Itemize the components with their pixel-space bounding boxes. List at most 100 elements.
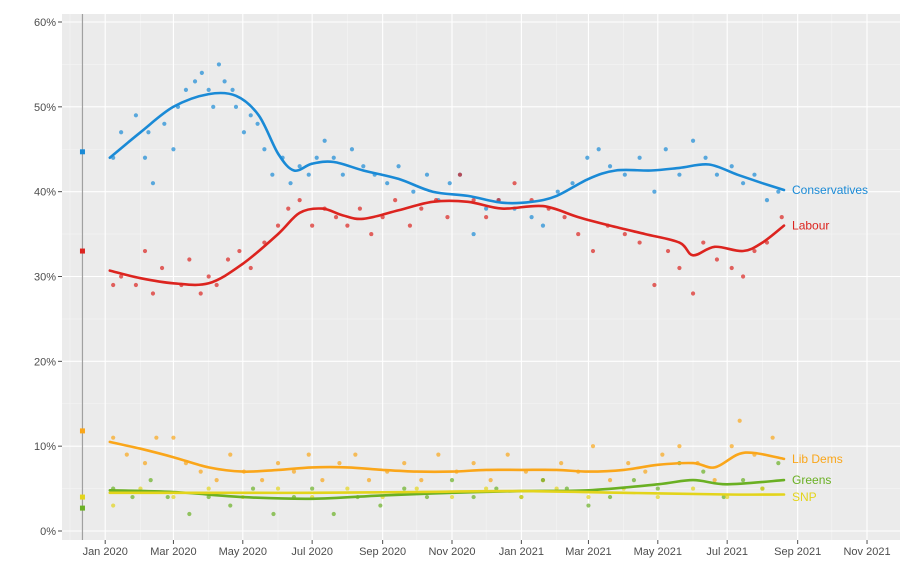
poll-point — [171, 435, 176, 440]
poll-point — [740, 478, 746, 483]
x-tick-label: May 2021 — [634, 546, 682, 558]
y-tick-label: 40% — [34, 187, 56, 199]
poll-point — [752, 172, 757, 177]
series-points-lib-dems — [111, 418, 775, 483]
poll-point — [275, 486, 281, 491]
poll-point — [690, 291, 696, 296]
poll-point — [779, 215, 784, 220]
poll-point — [622, 172, 627, 177]
poll-point — [729, 444, 734, 449]
poll-point — [663, 147, 668, 152]
poll-point — [146, 130, 151, 135]
poll-point — [306, 452, 311, 457]
poll-point — [237, 248, 242, 254]
poll-point — [721, 494, 726, 500]
poll-point — [192, 79, 198, 84]
poll-point — [297, 198, 302, 203]
poll-point — [471, 461, 476, 466]
poll-point — [133, 113, 139, 118]
poll-point — [150, 181, 156, 186]
poll-point — [586, 494, 591, 500]
poll-point — [419, 478, 424, 483]
poll-point — [142, 461, 148, 466]
y-tick-label: 50% — [34, 102, 56, 114]
poll-point — [607, 494, 613, 500]
poll-point — [488, 478, 493, 483]
poll-point — [729, 265, 734, 271]
poll-point — [402, 461, 407, 466]
poll-point — [306, 172, 311, 177]
poll-point — [471, 494, 476, 500]
poll-point — [385, 181, 390, 186]
series-label-labour: Labour — [792, 219, 829, 233]
poll-point — [206, 494, 211, 500]
poll-point — [187, 511, 192, 517]
poll-point — [248, 265, 253, 271]
poll-point — [714, 172, 720, 177]
poll-point — [770, 435, 775, 440]
poll-point — [424, 172, 430, 177]
series-label-conservatives: Conservatives — [792, 183, 868, 197]
poll-point — [607, 164, 613, 169]
poll-point — [677, 172, 682, 177]
poll-point — [322, 138, 327, 143]
poll-point — [655, 486, 660, 491]
x-tick-label: Nov 2020 — [428, 546, 475, 558]
poll-point — [165, 494, 170, 500]
poll-point — [690, 138, 696, 143]
y-tick-label: 20% — [34, 356, 56, 368]
x-tick-label: Jul 2020 — [291, 546, 333, 558]
x-tick-label: Jul 2021 — [706, 546, 748, 558]
poll-point — [369, 231, 374, 237]
poll-point — [255, 121, 260, 126]
poll-point — [333, 215, 339, 220]
poll-point — [411, 189, 416, 194]
poll-point — [154, 435, 159, 440]
poll-point — [119, 274, 124, 279]
y-tick-label: 60% — [34, 17, 56, 29]
poll-point — [206, 486, 211, 491]
poll-point — [228, 503, 233, 508]
poll-point — [701, 469, 706, 474]
poll-point — [119, 130, 124, 135]
poll-point — [740, 181, 746, 186]
poll-point — [690, 486, 696, 491]
poll-point — [162, 121, 167, 126]
poll-point — [150, 291, 156, 296]
poll-point — [449, 494, 455, 500]
poll-point — [414, 486, 419, 491]
poll-point — [457, 172, 463, 177]
election-result-greens — [79, 505, 85, 511]
poll-point — [183, 87, 189, 92]
poll-point — [626, 461, 631, 466]
poll-point — [331, 511, 336, 517]
series-label-greens: Greens — [792, 473, 831, 487]
election-result-conservatives — [79, 149, 85, 155]
poll-point — [340, 172, 345, 177]
poll-point — [271, 511, 276, 517]
poll-point — [449, 478, 455, 483]
poll-point — [331, 155, 336, 160]
poll-point — [701, 240, 706, 245]
poll-point — [760, 486, 765, 491]
x-tick-label: Jan 2020 — [83, 546, 128, 558]
poll-point — [643, 469, 648, 474]
poll-point — [111, 435, 116, 440]
poll-point — [590, 248, 596, 254]
election-result-lib-dems — [79, 428, 85, 434]
poll-point — [206, 87, 211, 92]
poll-point — [570, 181, 575, 186]
x-tick-label: Jan 2021 — [499, 546, 544, 558]
trend-line-conservatives — [108, 91, 786, 205]
poll-point — [241, 130, 247, 135]
poll-point — [596, 147, 601, 152]
poll-point — [288, 181, 293, 186]
poll-point — [576, 231, 581, 237]
series-label-lib-dems: Lib Dems — [792, 452, 843, 466]
poll-point — [337, 461, 342, 466]
poll-point — [133, 282, 139, 288]
poll-point — [345, 223, 350, 228]
election-result-snp — [79, 494, 85, 500]
poll-point — [752, 248, 757, 254]
poll-point — [314, 155, 319, 160]
